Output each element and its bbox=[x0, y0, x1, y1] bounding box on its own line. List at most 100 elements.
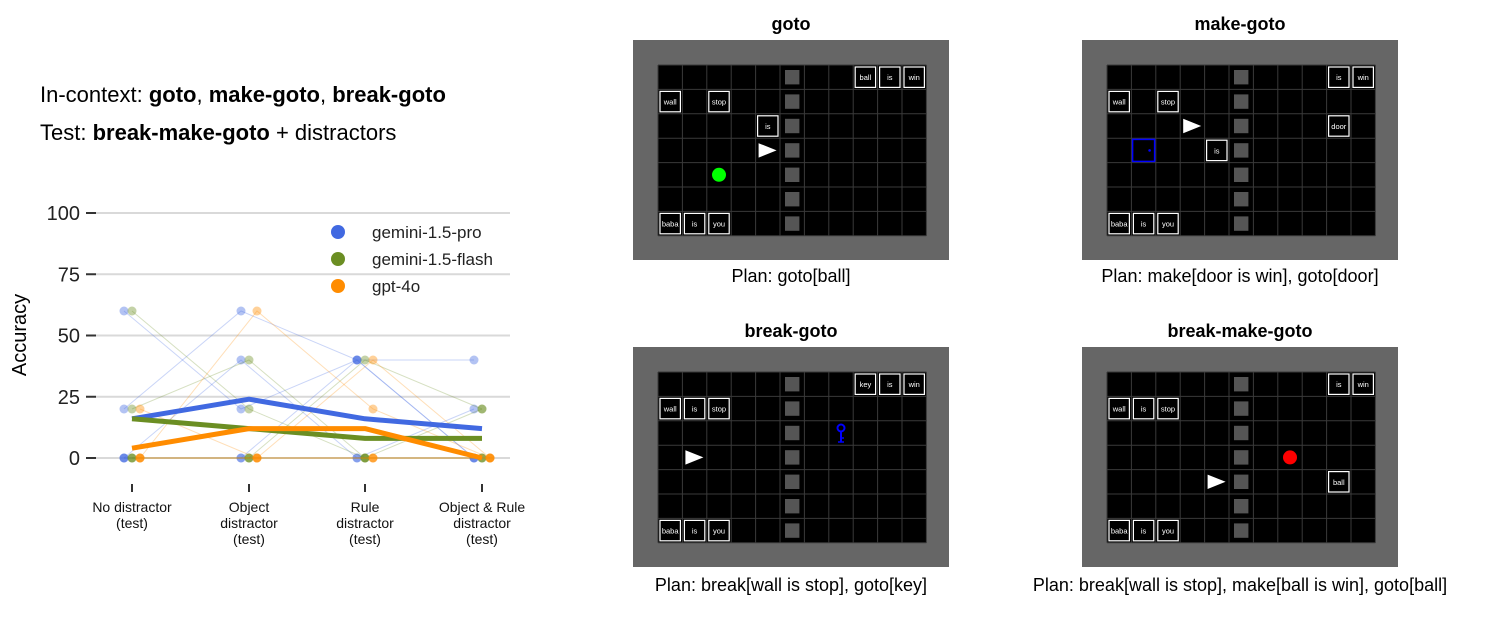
wall-tile bbox=[785, 192, 800, 207]
rule-word-tile bbox=[854, 373, 877, 395]
rule-word-text: stop bbox=[712, 98, 726, 107]
rule-word-tile bbox=[1132, 212, 1155, 235]
run-point bbox=[469, 355, 479, 365]
comma: , bbox=[319, 82, 333, 107]
test-heading: Test: break-make-goto + distractors bbox=[40, 120, 396, 146]
panel-title: break-make-goto bbox=[1167, 321, 1313, 341]
rule-word-text: stop bbox=[712, 405, 726, 414]
rule-word-tile bbox=[708, 90, 730, 113]
run-point bbox=[135, 453, 145, 463]
run-point bbox=[477, 404, 487, 414]
run-point bbox=[477, 404, 487, 414]
panel-caption: Plan: goto[ball] bbox=[731, 266, 851, 286]
wall-tile bbox=[1234, 377, 1249, 392]
run-point bbox=[127, 453, 137, 463]
run-point bbox=[244, 453, 254, 463]
rule-word-tile bbox=[1352, 66, 1374, 88]
legend-marker bbox=[331, 225, 345, 239]
panel-caption: Plan: break[wall is stop], make[ball is … bbox=[1032, 575, 1448, 595]
rule-word-text: win bbox=[908, 380, 920, 389]
wall-tile bbox=[1234, 523, 1249, 538]
babaisai-grid: is win wall is stop ball baba is you bbox=[1082, 347, 1398, 567]
wall-tile bbox=[1234, 143, 1249, 158]
agent-icon bbox=[1207, 474, 1226, 489]
rule-word-text: win bbox=[908, 73, 920, 82]
panel-caption: Plan: break[wall is stop], goto[key] bbox=[654, 575, 928, 595]
rule-word-tile bbox=[903, 66, 925, 88]
y-tick-label: 100 bbox=[47, 203, 80, 225]
wall-tile bbox=[1234, 450, 1249, 465]
wall-tile bbox=[1234, 401, 1249, 416]
rule-word-text: baba bbox=[662, 220, 680, 229]
x-tick-label: No distractor (test) bbox=[92, 499, 172, 531]
incontext-heading: In-context: goto, make-goto, break-goto bbox=[40, 82, 446, 108]
x-tick-label: Object & Rule distractor (test) bbox=[439, 499, 526, 547]
rule-word-tile bbox=[683, 397, 706, 420]
run-point bbox=[252, 453, 262, 463]
run-point bbox=[252, 306, 262, 316]
wall-tile bbox=[785, 143, 800, 158]
wall-tile bbox=[1234, 94, 1249, 109]
run-point bbox=[352, 355, 362, 365]
run-point bbox=[244, 453, 254, 463]
run-point bbox=[119, 453, 129, 463]
run-point bbox=[252, 453, 262, 463]
x-tick-label-line: Object & Rule bbox=[439, 499, 526, 515]
run-point bbox=[360, 355, 370, 365]
agent-icon bbox=[758, 143, 777, 158]
rule-word-tile bbox=[1132, 519, 1155, 542]
rule-word-tile bbox=[1328, 115, 1350, 137]
run-line bbox=[139, 310, 491, 459]
wall-tile bbox=[785, 70, 800, 85]
rule-word-text: wall bbox=[663, 98, 677, 107]
run-point bbox=[360, 453, 370, 463]
test-task: break-make-goto bbox=[92, 120, 270, 145]
legend-marker bbox=[331, 279, 345, 293]
rule-word-tile bbox=[1328, 470, 1350, 493]
y-tick-label: 75 bbox=[58, 264, 80, 286]
wall-tile bbox=[785, 377, 800, 392]
run-point bbox=[485, 453, 495, 463]
wall-tile bbox=[785, 216, 800, 231]
run-point bbox=[135, 453, 145, 463]
panel-caption: Plan: make[door is win], goto[door] bbox=[1101, 266, 1379, 286]
run-point bbox=[244, 355, 254, 365]
rule-word-tile bbox=[708, 519, 730, 542]
rule-word-tile bbox=[1157, 397, 1179, 420]
rule-word-text: wall bbox=[1112, 98, 1126, 107]
x-tick-label: Object distractor (test) bbox=[220, 499, 278, 547]
wall-tile bbox=[785, 425, 800, 441]
mean-line bbox=[131, 426, 483, 461]
rule-word-text: wall bbox=[1112, 405, 1126, 414]
x-tick-label-line: (test) bbox=[349, 531, 381, 547]
run-point bbox=[485, 453, 495, 463]
run-point bbox=[236, 404, 246, 414]
rule-word-tile bbox=[1157, 519, 1179, 542]
wall-tile bbox=[1234, 70, 1249, 85]
run-point bbox=[368, 453, 378, 463]
babaisai-grid: is win wall stop door is baba is you bbox=[1082, 40, 1398, 260]
rule-word-tile bbox=[1108, 90, 1130, 113]
run-point bbox=[127, 404, 137, 414]
x-tick-label-line: distractor bbox=[453, 515, 511, 531]
rule-word-tile bbox=[854, 66, 877, 88]
rule-word-tile bbox=[683, 212, 706, 235]
run-point bbox=[469, 404, 479, 414]
key-object bbox=[836, 423, 846, 433]
run-point bbox=[252, 453, 262, 463]
rule-word-text: is bbox=[692, 527, 698, 536]
panel-title: goto bbox=[771, 14, 811, 34]
x-tick-label-line: distractor bbox=[336, 515, 394, 531]
run-point bbox=[352, 453, 362, 463]
rule-word-tile bbox=[1108, 212, 1130, 235]
rule-word-tile bbox=[1205, 139, 1228, 162]
rule-word-text: door bbox=[1331, 122, 1347, 131]
wall-tile bbox=[1234, 192, 1249, 207]
wall-tile bbox=[785, 499, 800, 514]
rule-word-text: you bbox=[1162, 220, 1174, 229]
run-point bbox=[368, 453, 378, 463]
y-tick-label: 25 bbox=[58, 387, 80, 409]
run-point bbox=[119, 453, 129, 463]
wall-tile bbox=[785, 401, 800, 416]
